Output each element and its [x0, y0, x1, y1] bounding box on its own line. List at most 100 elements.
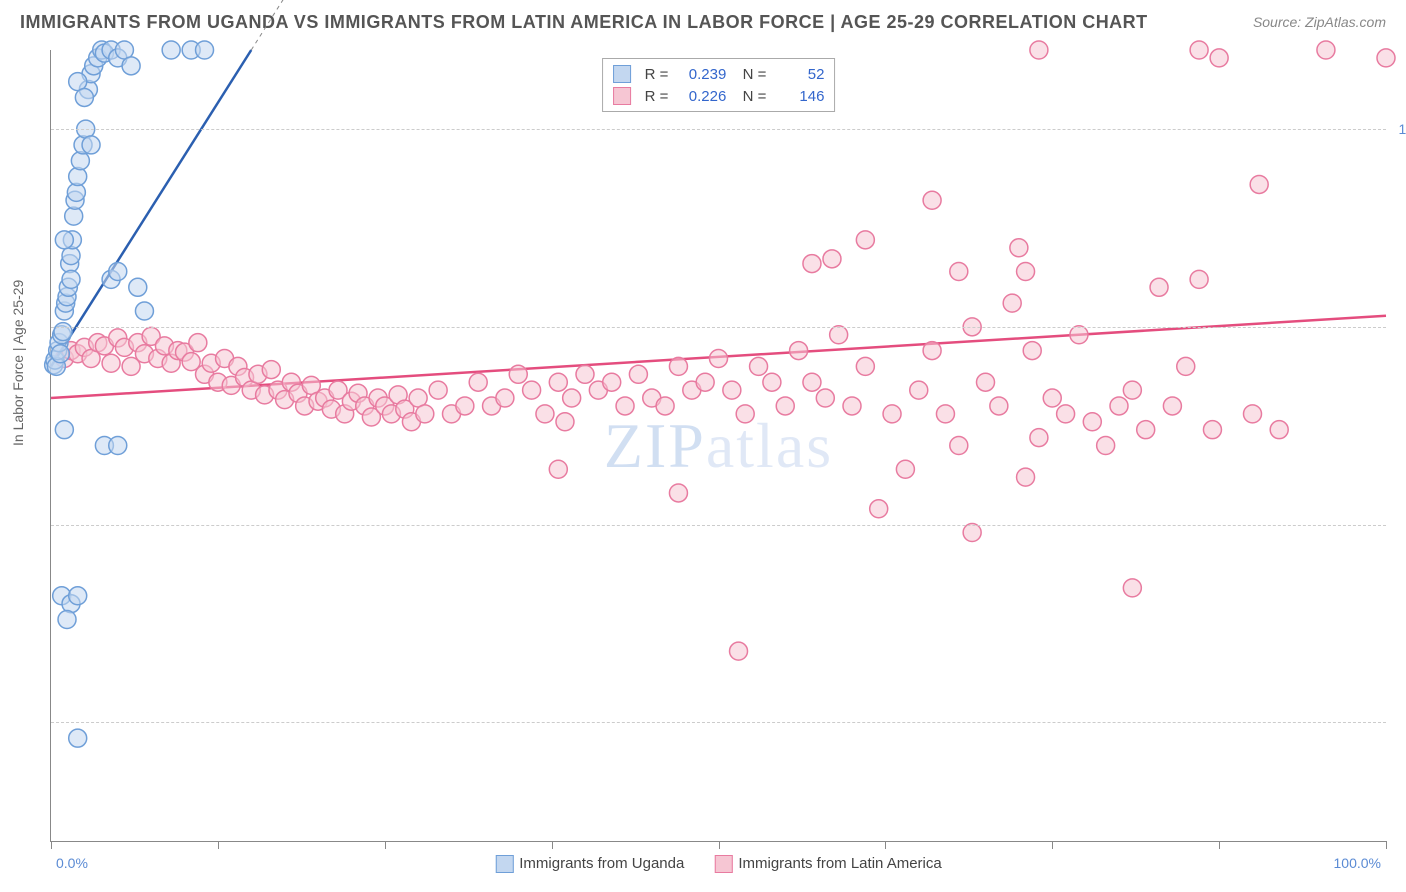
- data-point: [910, 381, 928, 399]
- data-point: [750, 357, 768, 375]
- data-point: [790, 342, 808, 360]
- data-point: [196, 41, 214, 59]
- data-point: [563, 389, 581, 407]
- stats-row: R =0.239 N =52: [613, 63, 825, 85]
- data-point: [1097, 437, 1115, 455]
- data-point: [669, 484, 687, 502]
- legend-swatch: [495, 855, 513, 873]
- x-tick: [51, 841, 52, 849]
- data-point: [730, 642, 748, 660]
- data-point: [856, 357, 874, 375]
- data-point: [69, 729, 87, 747]
- stats-legend-box: R =0.239 N =52R =0.226 N =146: [602, 58, 836, 112]
- legend-item: Immigrants from Latin America: [714, 855, 941, 873]
- data-point: [950, 262, 968, 280]
- chart-title: IMMIGRANTS FROM UGANDA VS IMMIGRANTS FRO…: [20, 12, 1148, 33]
- data-point: [189, 334, 207, 352]
- data-point: [990, 397, 1008, 415]
- data-point: [51, 345, 69, 363]
- data-point: [162, 41, 180, 59]
- data-point: [1123, 579, 1141, 597]
- data-point: [616, 397, 634, 415]
- data-point: [58, 611, 76, 629]
- data-point: [803, 255, 821, 273]
- data-point: [603, 373, 621, 391]
- data-point: [723, 381, 741, 399]
- legend-label: Immigrants from Uganda: [519, 855, 684, 872]
- data-point: [549, 460, 567, 478]
- data-point: [1083, 413, 1101, 431]
- x-tick: [218, 841, 219, 849]
- data-point: [1057, 405, 1075, 423]
- data-point: [62, 270, 80, 288]
- data-point: [629, 365, 647, 383]
- data-point: [69, 587, 87, 605]
- data-point: [55, 421, 73, 439]
- x-tick: [1052, 841, 1053, 849]
- legend-item: Immigrants from Uganda: [495, 855, 684, 873]
- data-point: [950, 437, 968, 455]
- data-point: [1017, 262, 1035, 280]
- data-point: [129, 278, 147, 296]
- data-point: [1030, 41, 1048, 59]
- data-point: [1023, 342, 1041, 360]
- data-point: [1163, 397, 1181, 415]
- data-point: [1250, 175, 1268, 193]
- stat-label: N =: [734, 66, 766, 83]
- data-point: [122, 57, 140, 75]
- gridline: [51, 129, 1386, 130]
- x-tick: [1219, 841, 1220, 849]
- x-axis-max-label: 100.0%: [1334, 855, 1381, 871]
- data-point: [576, 365, 594, 383]
- data-point: [1210, 49, 1228, 67]
- data-point: [102, 354, 120, 372]
- data-point: [843, 397, 861, 415]
- data-point: [71, 152, 89, 170]
- data-point: [109, 437, 127, 455]
- x-tick: [552, 841, 553, 849]
- data-point: [1123, 381, 1141, 399]
- data-point: [1317, 41, 1335, 59]
- stat-r-value: 0.226: [676, 88, 726, 105]
- data-point: [109, 262, 127, 280]
- data-point: [776, 397, 794, 415]
- data-point: [1003, 294, 1021, 312]
- data-point: [696, 373, 714, 391]
- data-point: [69, 168, 87, 186]
- data-point: [416, 405, 434, 423]
- data-point: [736, 405, 754, 423]
- data-point: [549, 373, 567, 391]
- x-tick: [719, 841, 720, 849]
- data-point: [55, 231, 73, 249]
- x-axis-min-label: 0.0%: [56, 855, 88, 871]
- data-point: [803, 373, 821, 391]
- data-point: [763, 373, 781, 391]
- data-point: [1190, 270, 1208, 288]
- data-point: [1043, 389, 1061, 407]
- data-point: [456, 397, 474, 415]
- data-point: [509, 365, 527, 383]
- data-point: [883, 405, 901, 423]
- data-point: [856, 231, 874, 249]
- data-point: [54, 323, 72, 341]
- data-point: [896, 460, 914, 478]
- data-point: [469, 373, 487, 391]
- data-point: [656, 397, 674, 415]
- data-point: [1150, 278, 1168, 296]
- data-point: [82, 136, 100, 154]
- data-point: [870, 500, 888, 518]
- data-point: [1070, 326, 1088, 344]
- data-point: [1203, 421, 1221, 439]
- data-point: [1010, 239, 1028, 257]
- data-point: [923, 342, 941, 360]
- legend-swatch: [613, 87, 631, 105]
- data-point: [1017, 468, 1035, 486]
- stat-n-value: 52: [774, 66, 824, 83]
- data-point: [1377, 49, 1395, 67]
- data-point: [1177, 357, 1195, 375]
- data-point: [1270, 421, 1288, 439]
- legend-label: Immigrants from Latin America: [738, 855, 941, 872]
- y-tick-label: 100.0%: [1399, 121, 1406, 137]
- data-point: [963, 524, 981, 542]
- data-point: [1110, 397, 1128, 415]
